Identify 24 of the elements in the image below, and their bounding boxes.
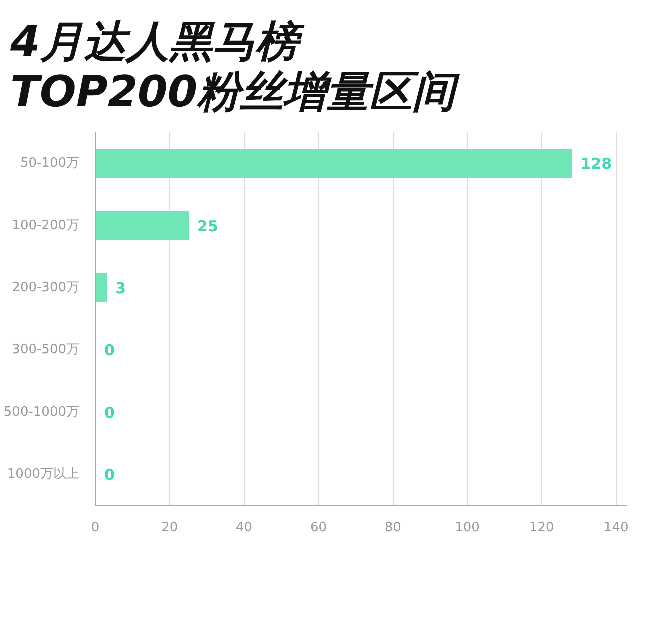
y-tick-label: 200-300万	[12, 280, 80, 296]
data-label: 128	[580, 155, 612, 174]
y-tick-label: 50-100万	[20, 156, 80, 172]
data-label: 0	[104, 466, 115, 484]
y-tick-label: 1000万以上	[7, 466, 80, 482]
data-label: 0	[104, 404, 115, 422]
x-tick-label: 60	[310, 520, 327, 536]
chart-title: 4月达人黑马榜 TOP200粉丝增量区间	[10, 18, 461, 118]
bar	[96, 211, 190, 240]
y-tick-label: 500-1000万	[4, 404, 80, 420]
x-tick-label: 140	[604, 520, 629, 536]
y-tick-label: 300-500万	[12, 342, 80, 358]
x-tick-label: 20	[162, 520, 178, 536]
data-label: 25	[198, 217, 218, 236]
bar	[96, 149, 572, 178]
x-tick-label: 100	[455, 520, 480, 536]
data-label: 0	[104, 342, 115, 360]
bar	[96, 273, 108, 302]
x-tick-label: 0	[91, 520, 100, 536]
y-tick-label: 100-200万	[12, 218, 80, 234]
x-tick-label: 120	[530, 520, 554, 536]
x-tick-label: 40	[236, 520, 253, 536]
x-tick-label: 80	[384, 520, 402, 536]
data-label: 3	[116, 279, 126, 298]
